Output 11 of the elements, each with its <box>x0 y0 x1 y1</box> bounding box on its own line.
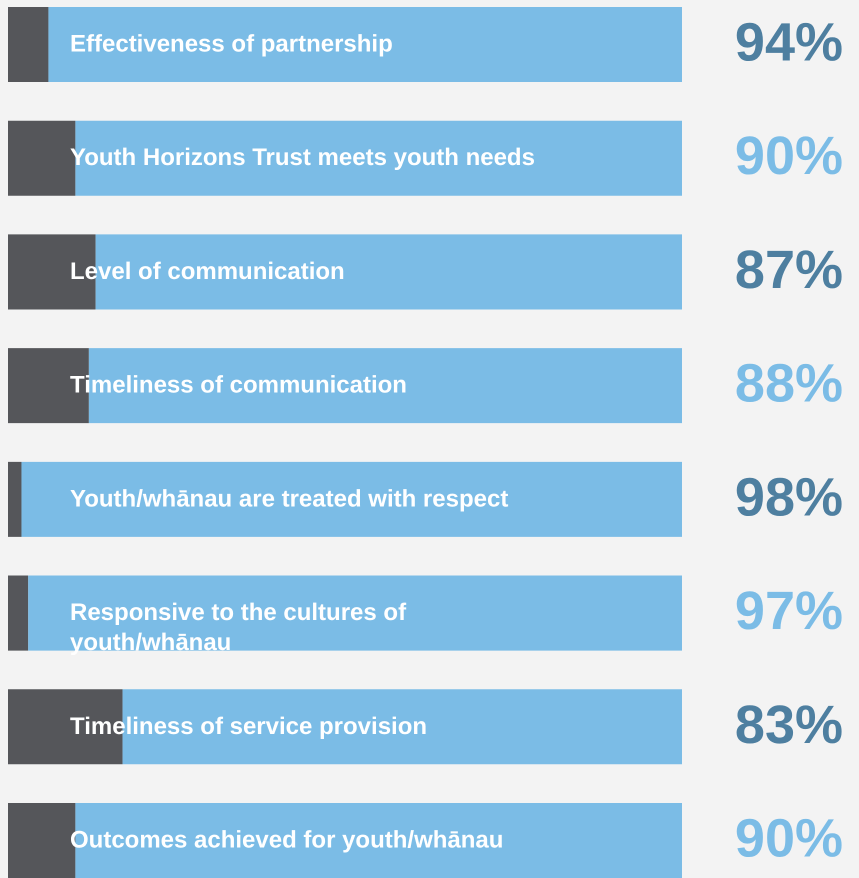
y-tick-label: Youth/whānau are treated with respect <box>70 485 508 512</box>
y-tick-label: Effectiveness of partnership <box>70 30 393 58</box>
data-label: 97% <box>734 581 843 642</box>
data-label: 87% <box>734 240 843 300</box>
data-label: 98% <box>734 467 843 528</box>
data-label: 90% <box>734 808 843 868</box>
y-tick-label: Responsive to the cultures of youth/whānau <box>70 599 408 656</box>
data-label: 88% <box>734 354 843 414</box>
data-label: 83% <box>734 694 843 755</box>
data-label: 90% <box>734 126 843 186</box>
data-label: 94% <box>734 12 843 73</box>
